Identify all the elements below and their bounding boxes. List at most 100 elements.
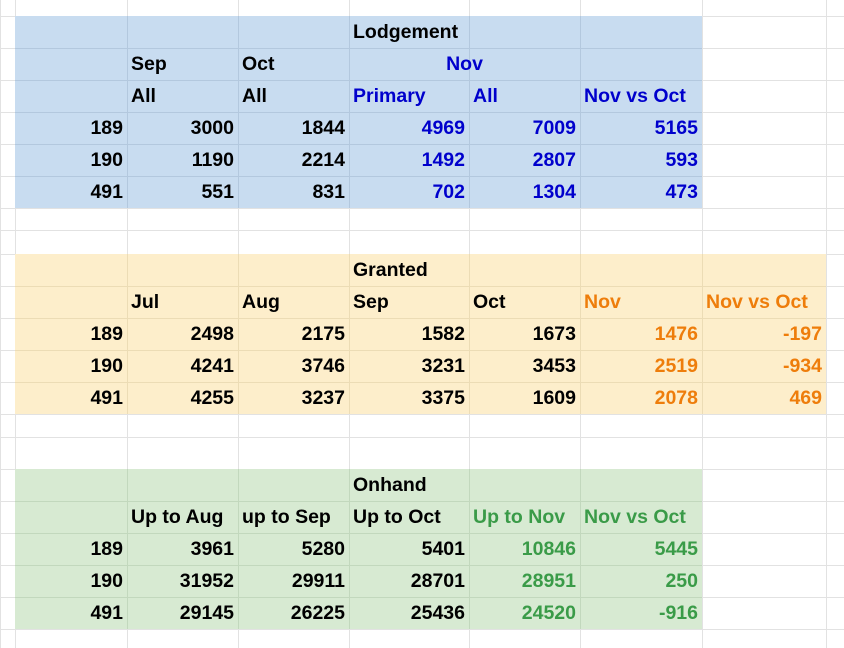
number-cell: 3231 <box>421 355 465 377</box>
table: Lodgement Sep Oct Nov All All Primary All Nov vs… <box>15 16 702 208</box>
cell-border <box>15 382 826 383</box>
cell-border <box>15 350 826 351</box>
number-cell: -916 <box>658 602 698 624</box>
number-cell: -197 <box>782 323 822 345</box>
number-cell: 1844 <box>301 117 345 139</box>
number-cell: 593 <box>665 149 698 171</box>
text-cell: Up to Oct <box>353 506 441 528</box>
cell-border <box>702 254 703 414</box>
number-cell: 29145 <box>179 602 234 624</box>
number-cell: -934 <box>782 355 822 377</box>
number-cell: 1582 <box>421 323 465 345</box>
number-cell: 189 <box>90 323 123 345</box>
number-cell: 2498 <box>190 323 234 345</box>
number-cell: 469 <box>789 387 822 409</box>
table: Granted Jul Aug Sep Oct Nov Nov vs Oct 189 2498 2… <box>15 254 826 414</box>
number-cell: 190 <box>90 570 123 592</box>
text-cell: Up to Aug <box>131 506 224 528</box>
number-cell: 4255 <box>190 387 234 409</box>
number-cell: 551 <box>201 181 234 203</box>
number-cell: 3237 <box>301 387 345 409</box>
number-cell: 2175 <box>301 323 345 345</box>
cell-border <box>15 144 702 145</box>
number-cell: 5401 <box>421 538 465 560</box>
number-cell: 1609 <box>532 387 576 409</box>
number-cell: 190 <box>90 149 123 171</box>
grid-line <box>826 0 827 648</box>
cell-border <box>15 318 826 319</box>
number-cell: 28951 <box>521 570 576 592</box>
cell-border <box>127 469 128 629</box>
grid-line <box>0 0 1 648</box>
number-cell: 491 <box>90 181 123 203</box>
cell-border <box>15 80 702 81</box>
number-cell: 4969 <box>421 117 465 139</box>
number-cell: 1476 <box>654 323 698 345</box>
cell-border <box>15 533 702 534</box>
cell-border <box>127 254 128 414</box>
number-cell: 473 <box>665 181 698 203</box>
grid-line <box>0 414 844 415</box>
number-cell: 7009 <box>532 117 576 139</box>
grid-line <box>0 230 844 231</box>
number-cell: 2519 <box>654 355 698 377</box>
number-cell: 189 <box>90 117 123 139</box>
cell-border <box>15 597 702 598</box>
number-cell: 28701 <box>410 570 465 592</box>
number-cell: 491 <box>90 602 123 624</box>
cell-border <box>15 286 826 287</box>
cell-border <box>238 254 239 414</box>
number-cell: 10846 <box>521 538 576 560</box>
text-cell: Sep <box>353 291 389 313</box>
cell-border <box>15 176 702 177</box>
text-cell: All <box>131 85 156 107</box>
number-cell: 31952 <box>179 570 234 592</box>
text-cell: All <box>473 85 498 107</box>
text-cell: Lodgement <box>353 21 459 43</box>
text-cell: Nov vs Oct <box>706 291 808 313</box>
grid-line <box>0 629 844 630</box>
number-cell: 1673 <box>532 323 576 345</box>
number-cell: 702 <box>432 181 465 203</box>
cell-border <box>15 48 702 49</box>
number-cell: 491 <box>90 387 123 409</box>
number-cell: 1190 <box>191 149 234 171</box>
text-cell: Oct <box>473 291 506 313</box>
text-cell: Primary <box>353 85 426 107</box>
number-cell: 5165 <box>654 117 698 139</box>
table: Onhand Up to Aug up to Sep Up to Oct Up to N… <box>15 469 702 629</box>
text-cell: Sep <box>131 53 167 75</box>
text-cell: Onhand <box>353 474 427 496</box>
grid-line <box>0 208 844 209</box>
number-cell: 1304 <box>532 181 576 203</box>
cell-border <box>15 501 702 502</box>
number-cell: 3375 <box>421 387 465 409</box>
cell-border <box>238 469 239 629</box>
cell-border <box>469 254 470 414</box>
number-cell: 2214 <box>301 149 345 171</box>
number-cell: 25436 <box>410 602 465 624</box>
cell-border <box>349 469 350 629</box>
number-cell: 1492 <box>421 149 465 171</box>
cell-border <box>469 469 470 629</box>
cell-border <box>349 254 350 414</box>
number-cell: 250 <box>665 570 698 592</box>
number-cell: 2078 <box>654 387 698 409</box>
number-cell: 4241 <box>190 355 234 377</box>
number-cell: 190 <box>90 355 123 377</box>
number-cell: 24520 <box>521 602 576 624</box>
grid-line <box>0 437 844 438</box>
number-cell: 3000 <box>190 117 234 139</box>
number-cell: 3746 <box>301 355 345 377</box>
cell-border <box>15 565 702 566</box>
number-cell: 189 <box>90 538 123 560</box>
number-cell: 2807 <box>532 149 576 171</box>
number-cell: 831 <box>312 181 345 203</box>
text-cell: Nov vs Oct <box>584 506 686 528</box>
cell-border <box>15 112 702 113</box>
number-cell: 26225 <box>290 602 345 624</box>
text-cell: up to Sep <box>242 506 331 528</box>
text-cell: Aug <box>242 291 280 313</box>
text-cell: Oct <box>242 53 275 75</box>
